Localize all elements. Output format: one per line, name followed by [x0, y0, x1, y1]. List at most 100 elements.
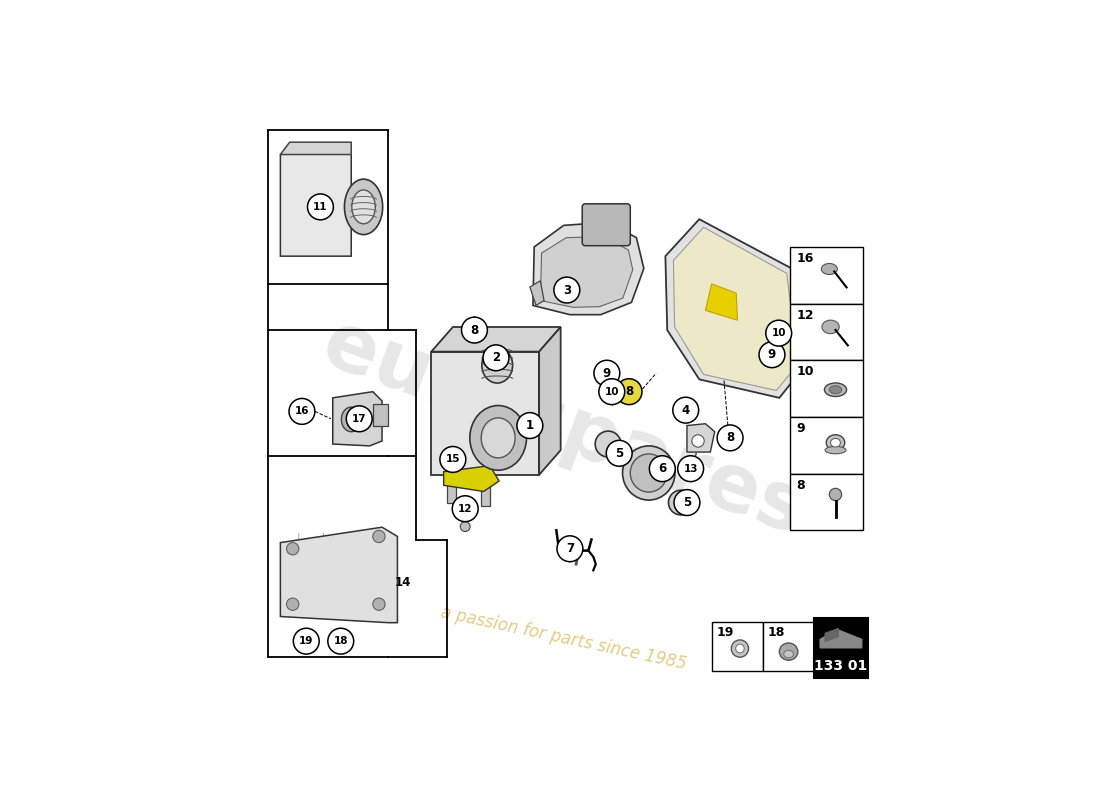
Text: 1: 1 [526, 419, 534, 432]
Circle shape [674, 490, 700, 515]
Ellipse shape [623, 446, 675, 500]
Polygon shape [481, 475, 490, 506]
Text: a passion for parts since 1985: a passion for parts since 1985 [439, 603, 689, 673]
Text: 9: 9 [768, 348, 777, 362]
Polygon shape [666, 219, 804, 398]
Bar [791, 247, 864, 303]
Text: 9: 9 [603, 366, 611, 380]
Text: 11: 11 [314, 202, 328, 212]
Circle shape [557, 536, 583, 562]
Polygon shape [539, 327, 561, 475]
Bar [762, 622, 814, 671]
Circle shape [294, 628, 319, 654]
Ellipse shape [595, 431, 621, 457]
Text: 12: 12 [458, 504, 472, 514]
Ellipse shape [826, 434, 845, 450]
Ellipse shape [829, 386, 842, 394]
Ellipse shape [822, 263, 837, 274]
Bar [814, 618, 868, 678]
Text: 7: 7 [565, 542, 574, 555]
Ellipse shape [344, 179, 383, 234]
Circle shape [673, 398, 698, 423]
Text: 16: 16 [295, 406, 309, 416]
Text: 8: 8 [625, 385, 634, 398]
Ellipse shape [341, 407, 361, 432]
Text: 14: 14 [394, 576, 410, 589]
Ellipse shape [482, 347, 513, 383]
Ellipse shape [825, 446, 846, 454]
Ellipse shape [470, 406, 527, 470]
Polygon shape [532, 222, 644, 314]
Text: 18: 18 [333, 636, 348, 646]
Ellipse shape [822, 320, 839, 334]
Polygon shape [373, 404, 388, 426]
Text: 8: 8 [796, 478, 805, 491]
Polygon shape [540, 237, 632, 307]
Text: 9: 9 [796, 422, 805, 435]
Text: 10: 10 [771, 328, 786, 338]
Text: 8: 8 [471, 323, 478, 337]
Polygon shape [443, 466, 499, 491]
Bar [712, 622, 762, 671]
Circle shape [759, 342, 785, 368]
Circle shape [346, 406, 372, 432]
Text: 2: 2 [492, 351, 500, 364]
Polygon shape [280, 527, 397, 622]
Text: 133 01: 133 01 [814, 659, 868, 673]
Circle shape [829, 488, 842, 501]
Circle shape [373, 598, 385, 610]
Text: 8: 8 [726, 431, 734, 444]
Circle shape [286, 542, 299, 555]
Ellipse shape [779, 643, 798, 660]
Circle shape [649, 456, 675, 482]
Text: 5: 5 [683, 496, 691, 509]
FancyBboxPatch shape [582, 204, 630, 246]
Text: 3: 3 [563, 283, 571, 297]
Ellipse shape [830, 438, 840, 447]
Text: 5: 5 [615, 446, 624, 460]
Polygon shape [820, 630, 862, 648]
Ellipse shape [352, 190, 375, 224]
Polygon shape [825, 628, 838, 642]
Ellipse shape [732, 640, 749, 657]
Text: 17: 17 [352, 414, 366, 424]
Circle shape [606, 440, 632, 466]
Circle shape [483, 345, 509, 370]
Text: 18: 18 [768, 626, 785, 639]
Circle shape [598, 378, 625, 405]
Circle shape [452, 496, 478, 522]
Polygon shape [530, 281, 544, 306]
Circle shape [328, 628, 354, 654]
Text: 6: 6 [658, 462, 667, 475]
Text: 4: 4 [682, 404, 690, 417]
Circle shape [440, 446, 465, 472]
Ellipse shape [783, 650, 793, 658]
Bar [791, 417, 864, 474]
Polygon shape [705, 284, 737, 320]
Circle shape [717, 425, 743, 451]
Polygon shape [280, 142, 351, 154]
Circle shape [286, 598, 299, 610]
Polygon shape [280, 146, 351, 256]
Polygon shape [686, 424, 715, 452]
Circle shape [462, 317, 487, 343]
Circle shape [692, 434, 704, 447]
Text: 10: 10 [605, 386, 619, 397]
Polygon shape [447, 475, 455, 502]
Circle shape [766, 320, 792, 346]
Circle shape [678, 456, 704, 482]
Ellipse shape [824, 383, 847, 397]
Polygon shape [431, 327, 561, 352]
Ellipse shape [630, 454, 668, 492]
Circle shape [460, 522, 470, 531]
Circle shape [554, 277, 580, 303]
Text: 19: 19 [299, 636, 314, 646]
Circle shape [308, 194, 333, 220]
Ellipse shape [669, 490, 693, 515]
Bar [791, 303, 864, 360]
Text: 10: 10 [796, 365, 814, 378]
Polygon shape [431, 352, 539, 475]
Polygon shape [332, 392, 382, 446]
Text: eurospares: eurospares [311, 305, 816, 553]
Text: 19: 19 [716, 626, 734, 639]
